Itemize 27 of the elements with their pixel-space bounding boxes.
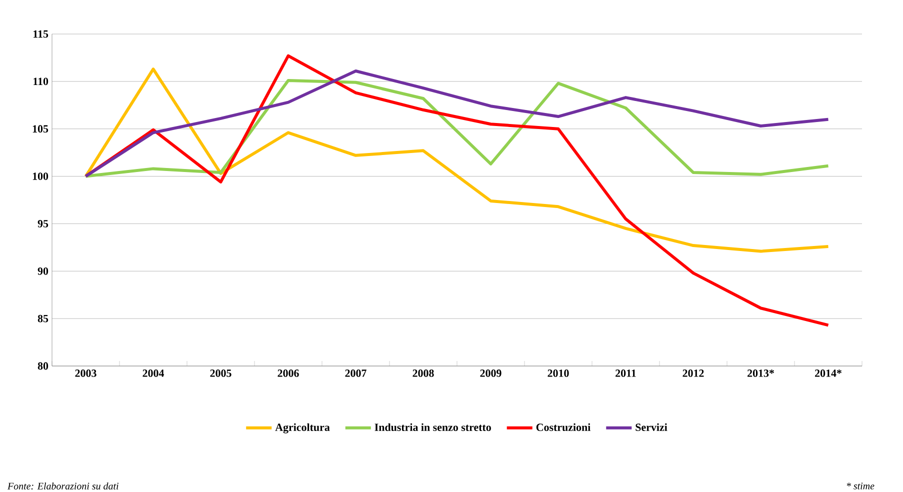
source-note: Fonte: Elaborazioni su dati bbox=[7, 482, 118, 490]
legend-label: Servizi bbox=[636, 423, 668, 432]
x-tick-label: 2003 bbox=[75, 370, 96, 377]
y-tick-label: 110 bbox=[34, 78, 48, 86]
y-tick-label: 95 bbox=[38, 220, 48, 228]
x-tick-label: 2010 bbox=[548, 370, 569, 377]
text: * stime bbox=[846, 482, 874, 490]
x-tick-label: 2011 bbox=[616, 370, 636, 377]
y-tick-label: 90 bbox=[38, 267, 48, 275]
x-tick-label: 2007 bbox=[345, 370, 366, 377]
x-tick-label: 2013* bbox=[748, 370, 774, 377]
x-tick-label: 2012 bbox=[682, 370, 704, 377]
legend-label: Costruzioni bbox=[536, 423, 590, 432]
line-series bbox=[84, 68, 830, 253]
legend-label: Agricoltura bbox=[275, 423, 330, 434]
y-tick-label: 115 bbox=[34, 30, 48, 38]
x-tick-label: 2006 bbox=[278, 370, 299, 377]
x-tick-label: 2014* bbox=[815, 370, 842, 377]
y-tick-label: 80 bbox=[38, 362, 48, 370]
y-tick-label: 100 bbox=[32, 172, 48, 180]
y-tick-label: 105 bbox=[32, 125, 48, 133]
legend-label: Industria in senzo stretto bbox=[374, 423, 491, 432]
x-tick-label: 2005 bbox=[210, 370, 232, 377]
x-tick-label: 2004 bbox=[142, 370, 164, 377]
y-tick-label: 85 bbox=[38, 314, 48, 322]
x-tick-label: 2008 bbox=[412, 370, 434, 377]
x-tick-label: 2009 bbox=[480, 370, 502, 377]
